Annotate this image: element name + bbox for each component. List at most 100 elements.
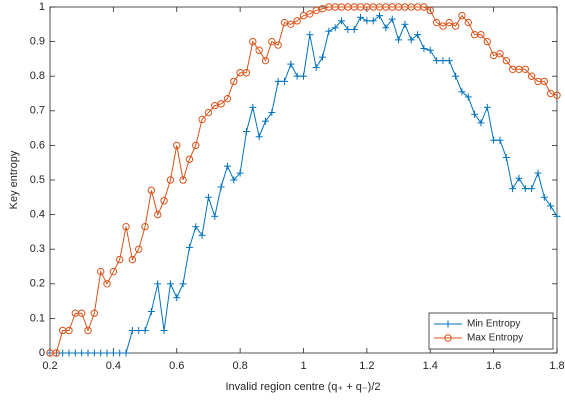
marker [540, 77, 549, 86]
marker [433, 57, 441, 65]
y-tick-label: 0.8 [30, 70, 45, 82]
marker [483, 37, 491, 46]
marker [471, 110, 479, 118]
marker [122, 349, 130, 357]
y-tick-label: 0.7 [30, 105, 45, 117]
marker [490, 136, 498, 144]
marker [147, 186, 156, 195]
marker [509, 185, 517, 193]
marker [128, 255, 137, 264]
x-tick-label: 0.2 [42, 360, 57, 372]
marker [420, 3, 428, 11]
series-line [50, 14, 558, 354]
marker [90, 309, 99, 317]
marker [553, 91, 561, 99]
marker [319, 53, 327, 61]
marker [116, 255, 124, 264]
marker [141, 327, 149, 335]
y-tick-label: 0.2 [30, 278, 45, 290]
marker [223, 162, 231, 170]
marker [154, 280, 162, 288]
marker [401, 20, 409, 28]
marker [293, 17, 301, 25]
x-tick-label: 1.6 [486, 360, 501, 372]
marker [217, 183, 225, 191]
marker [407, 36, 415, 44]
marker [477, 30, 485, 39]
marker [521, 185, 529, 193]
x-tick-label: 0.8 [232, 360, 247, 372]
marker [496, 50, 504, 58]
y-tick-label: 0.3 [30, 243, 45, 255]
marker [382, 24, 390, 32]
marker [268, 37, 276, 46]
marker [135, 245, 143, 253]
marker [261, 56, 270, 65]
marker [439, 57, 447, 65]
marker [147, 307, 155, 315]
y-tick-label: 0.6 [30, 139, 45, 151]
marker [135, 327, 143, 335]
marker [477, 119, 485, 127]
marker [464, 18, 472, 27]
marker [97, 349, 105, 357]
marker [255, 133, 263, 141]
y-tick-label: 0.1 [30, 312, 45, 324]
x-tick-label: 0.6 [169, 360, 184, 372]
legend-label: Max Entropy [467, 333, 523, 344]
marker [109, 267, 118, 276]
y-axis-label: Key entropy [8, 150, 20, 209]
marker [179, 176, 187, 184]
marker [116, 349, 124, 357]
marker [280, 77, 288, 85]
marker [211, 212, 219, 220]
marker [52, 349, 61, 357]
marker [553, 212, 561, 220]
marker [445, 18, 453, 27]
marker [369, 17, 377, 25]
marker [426, 6, 434, 15]
marker [293, 72, 301, 80]
marker [439, 22, 447, 30]
marker [547, 202, 555, 210]
marker [464, 93, 472, 101]
marker [249, 37, 257, 46]
marker [350, 25, 358, 33]
marker [357, 13, 365, 21]
marker [444, 320, 452, 328]
marker [452, 72, 460, 80]
marker [179, 280, 187, 288]
marker [204, 193, 212, 201]
y-tick-label: 0 [39, 347, 45, 359]
marker [65, 326, 73, 335]
legend-label: Min Entropy [467, 319, 520, 330]
marker [306, 31, 314, 39]
marker [198, 115, 206, 124]
marker [242, 128, 250, 136]
marker [84, 326, 92, 335]
marker [230, 176, 238, 184]
marker [414, 31, 422, 39]
marker [300, 72, 307, 80]
marker [268, 109, 276, 117]
marker [458, 88, 466, 96]
marker [242, 69, 251, 77]
marker [312, 64, 320, 72]
y-tick-label: 0.9 [30, 36, 45, 48]
marker [90, 349, 98, 357]
marker [236, 169, 244, 177]
marker [445, 57, 453, 65]
marker [166, 280, 174, 288]
marker [223, 94, 232, 103]
marker [274, 41, 282, 49]
marker [395, 36, 403, 44]
marker [515, 174, 523, 182]
marker [160, 197, 168, 205]
marker [160, 327, 168, 335]
marker [185, 243, 193, 251]
marker [128, 327, 136, 335]
marker [420, 45, 428, 53]
marker [534, 169, 542, 177]
marker [261, 117, 269, 125]
